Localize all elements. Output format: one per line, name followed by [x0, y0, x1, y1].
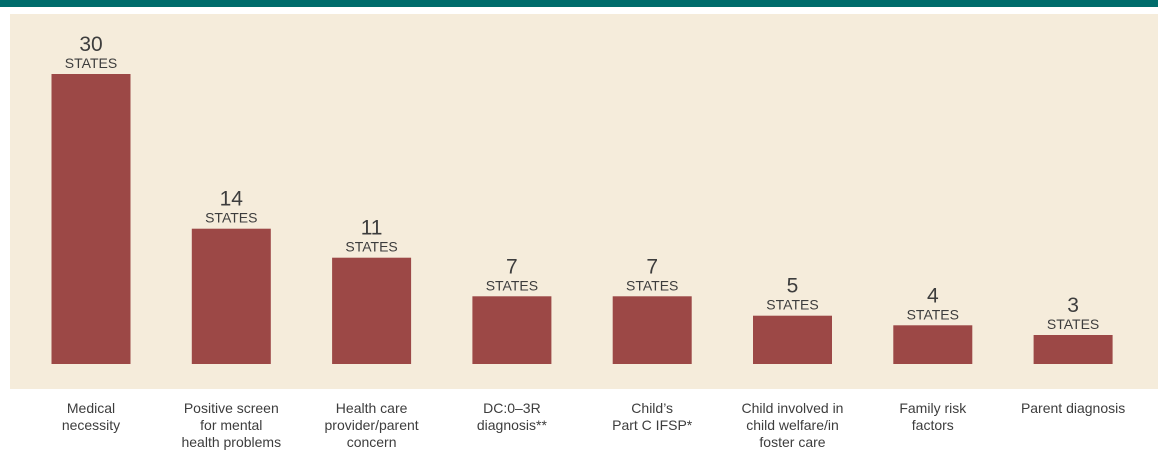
category-label: DC:0–3R diagnosis** [476, 400, 547, 433]
bar-value-label: 3 [1067, 294, 1079, 317]
category-label: Family risk factors [899, 400, 967, 433]
bar-value-label: 5 [787, 275, 799, 298]
bar-unit-label: STATES [766, 297, 818, 313]
category-label: Child’s Part C IFSP* [612, 400, 693, 433]
bar-value-label: 14 [220, 188, 244, 211]
bar-unit-label: STATES [205, 210, 257, 226]
bar-unit-label: STATES [626, 277, 678, 293]
category-label: Child involved in child welfare/in foste… [741, 400, 844, 450]
bar [893, 325, 973, 364]
bar [51, 74, 131, 364]
bar [1033, 335, 1113, 364]
bar [753, 315, 832, 364]
bar [472, 296, 552, 364]
bar-unit-label: STATES [907, 306, 959, 322]
header-bar [0, 0, 1158, 7]
category-label: Parent diagnosis [1020, 400, 1126, 416]
bar-unit-label: STATES [486, 277, 538, 293]
bar-unit-label: STATES [345, 239, 397, 255]
bar [612, 296, 692, 364]
bar-value-label: 7 [646, 255, 658, 278]
bar-value-label: 4 [927, 284, 939, 307]
plot-background [10, 14, 1158, 389]
bar [191, 228, 271, 364]
bar-unit-label: STATES [1047, 316, 1099, 332]
bars-group [51, 74, 1113, 364]
bar-unit-label: STATES [65, 55, 117, 71]
category-label: Positive screen for mental health proble… [181, 400, 282, 450]
bar-value-label: 11 [361, 217, 383, 240]
category-label: Medical necessity [61, 400, 121, 433]
category-label: Health care provider/parent concern [324, 400, 419, 450]
bar-value-label: 7 [506, 255, 518, 278]
bar [332, 257, 412, 364]
bar-value-label: 30 [79, 33, 102, 56]
